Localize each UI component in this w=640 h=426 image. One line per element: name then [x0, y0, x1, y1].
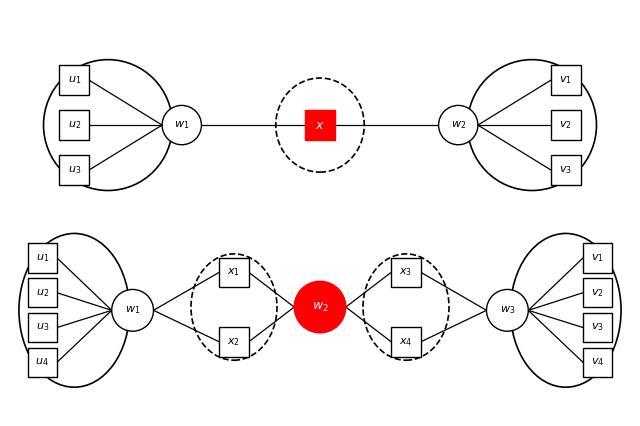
- Text: $x_{1}$: $x_{1}$: [227, 266, 241, 278]
- Text: $u_{1}$: $u_{1}$: [68, 74, 81, 86]
- Text: $u_{2}$: $u_{2}$: [68, 119, 81, 131]
- FancyBboxPatch shape: [551, 110, 580, 140]
- Text: $u_{2}$: $u_{2}$: [36, 287, 49, 299]
- FancyBboxPatch shape: [391, 258, 420, 287]
- Text: $v_{1}$: $v_{1}$: [591, 252, 604, 264]
- FancyBboxPatch shape: [60, 110, 89, 140]
- Ellipse shape: [486, 289, 528, 331]
- Ellipse shape: [438, 105, 478, 145]
- Text: $v_{3}$: $v_{3}$: [591, 322, 604, 334]
- FancyBboxPatch shape: [583, 278, 612, 308]
- Text: $v_{3}$: $v_{3}$: [559, 164, 572, 176]
- Text: $x_{3}$: $x_{3}$: [399, 266, 413, 278]
- FancyBboxPatch shape: [60, 155, 89, 185]
- FancyBboxPatch shape: [583, 313, 612, 342]
- Text: $x_{4}$: $x_{4}$: [399, 336, 413, 348]
- Ellipse shape: [294, 281, 346, 333]
- Ellipse shape: [112, 289, 154, 331]
- FancyBboxPatch shape: [28, 243, 57, 273]
- Text: $v_{2}$: $v_{2}$: [559, 119, 572, 131]
- Text: $w_{1}$: $w_{1}$: [125, 305, 140, 316]
- Text: $u_{3}$: $u_{3}$: [68, 164, 81, 176]
- FancyBboxPatch shape: [28, 313, 57, 342]
- FancyBboxPatch shape: [28, 348, 57, 377]
- Text: $v_{2}$: $v_{2}$: [591, 287, 604, 299]
- FancyBboxPatch shape: [60, 65, 89, 95]
- FancyBboxPatch shape: [551, 65, 580, 95]
- Text: $w_{1}$: $w_{1}$: [174, 119, 189, 131]
- Ellipse shape: [162, 105, 202, 145]
- Text: $v_{1}$: $v_{1}$: [559, 74, 572, 86]
- FancyBboxPatch shape: [551, 155, 580, 185]
- Text: $w_{2}$: $w_{2}$: [451, 119, 466, 131]
- FancyBboxPatch shape: [583, 243, 612, 273]
- Text: $w_{3}$: $w_{3}$: [500, 305, 515, 316]
- FancyBboxPatch shape: [28, 278, 57, 308]
- Text: $u_{4}$: $u_{4}$: [35, 357, 49, 368]
- Text: $u_{1}$: $u_{1}$: [36, 252, 49, 264]
- FancyBboxPatch shape: [220, 258, 249, 287]
- FancyBboxPatch shape: [391, 327, 420, 357]
- FancyBboxPatch shape: [305, 110, 335, 140]
- Text: $u_{3}$: $u_{3}$: [36, 322, 49, 334]
- FancyBboxPatch shape: [220, 327, 249, 357]
- Text: $x_{2}$: $x_{2}$: [227, 336, 241, 348]
- FancyBboxPatch shape: [583, 348, 612, 377]
- Text: $x$: $x$: [315, 118, 325, 132]
- Text: $w_{2}$: $w_{2}$: [312, 300, 328, 314]
- Text: $v_{4}$: $v_{4}$: [591, 357, 604, 368]
